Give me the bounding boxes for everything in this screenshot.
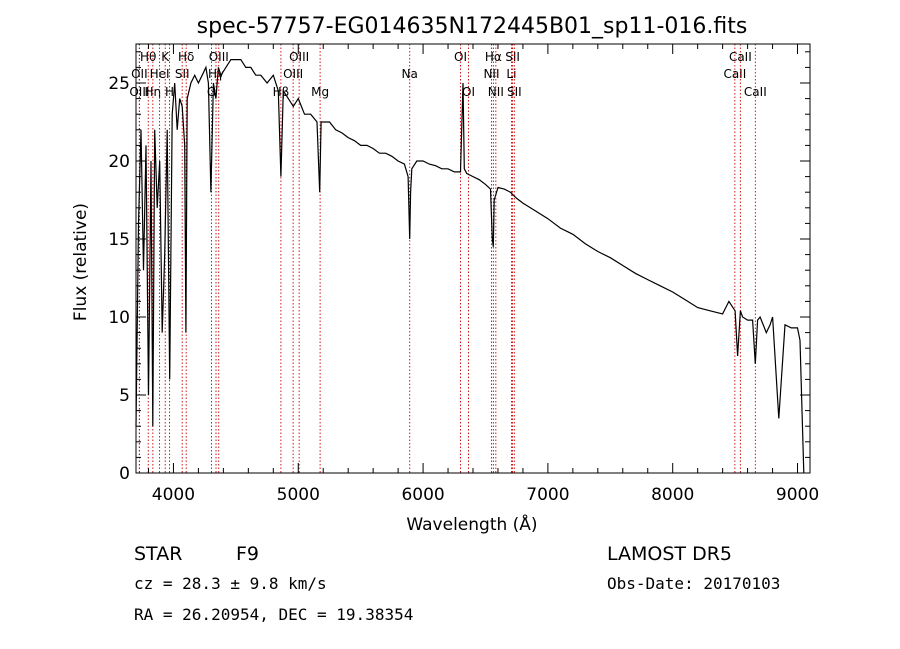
y-tick-label-3: 15 <box>108 230 130 250</box>
line-marker-label-18: OI <box>462 85 475 99</box>
line-marker-label-26: CaII <box>729 50 752 64</box>
line-marker-label-19: NII <box>483 67 499 81</box>
line-marker-label-9: G <box>207 85 216 99</box>
x-axis-label: Wavelength (Å) <box>406 513 537 535</box>
line-marker-label-20: Hα <box>485 50 502 64</box>
line-marker-label-8: Hδ <box>178 50 194 64</box>
line-marker-label-3: Hη <box>145 85 162 99</box>
line-marker-label-16: Na <box>402 67 418 81</box>
spectral-line-markers: HθOIIOIIIHηHeIKHSIIHδGHγOIIIHβOIIIOIIIMg… <box>129 44 767 473</box>
line-marker-label-15: Mg <box>311 85 329 99</box>
line-marker-label-2: OIII <box>129 85 149 99</box>
line-marker-label-6: H <box>165 85 174 99</box>
survey-label: LAMOST DR5 <box>607 543 732 565</box>
spectrum-series-line <box>135 58 805 474</box>
line-marker-label-11: OIII <box>209 50 229 64</box>
redshift-readout: cz = 28.3 ± 9.8 km/s <box>134 574 327 593</box>
line-marker-label-0: Hθ <box>140 50 156 64</box>
y-tick-label-5: 25 <box>108 74 130 94</box>
x-tick-label-5: 9000 <box>776 485 819 505</box>
coordinates-readout: RA = 26.20954, DEC = 19.38354 <box>134 605 413 624</box>
x-tick-label-0: 4000 <box>152 485 195 505</box>
line-marker-label-7: SII <box>175 67 190 81</box>
line-marker-label-13: OIII <box>283 67 303 81</box>
line-marker-label-5: K <box>161 50 170 64</box>
line-marker-label-12: Hβ <box>273 85 290 99</box>
object-subclass: F9 <box>236 543 259 565</box>
line-marker-label-27: CaII <box>744 85 767 99</box>
x-tick-label-2: 6000 <box>401 485 444 505</box>
y-tick-label-1: 5 <box>119 386 130 406</box>
line-marker-label-14: OIII <box>289 50 309 64</box>
line-marker-label-17: OI <box>454 50 467 64</box>
y-axis-label: Flux (relative) <box>71 203 91 321</box>
axis-ticks: 4000 5000 6000 7000 8000 9000 0 5 10 15 20 25 <box>108 44 819 505</box>
y-tick-label-2: 10 <box>108 308 130 328</box>
x-tick-label-4: 8000 <box>651 485 694 505</box>
line-marker-label-25: CaII <box>723 67 746 81</box>
line-marker-label-24: SII <box>507 85 522 99</box>
y-tick-label-4: 20 <box>108 152 130 172</box>
obs-date: Obs-Date: 20170103 <box>607 574 780 593</box>
x-tick-label-1: 5000 <box>277 485 320 505</box>
plot-frame <box>135 43 811 474</box>
line-marker-label-1: OII <box>131 67 148 81</box>
y-tick-label-0: 0 <box>119 464 130 484</box>
x-tick-label-3: 7000 <box>526 485 569 505</box>
line-marker-label-4: HeI <box>150 67 170 81</box>
chart-title: spec-57757-EG014635N172445B01_sp11-016.f… <box>197 14 748 39</box>
line-marker-label-21: NII <box>488 85 504 99</box>
line-marker-label-22: Li <box>506 67 516 81</box>
line-marker-label-23: SII <box>505 50 520 64</box>
object-class: STAR <box>134 543 182 565</box>
line-marker-label-10: Hγ <box>208 67 224 81</box>
